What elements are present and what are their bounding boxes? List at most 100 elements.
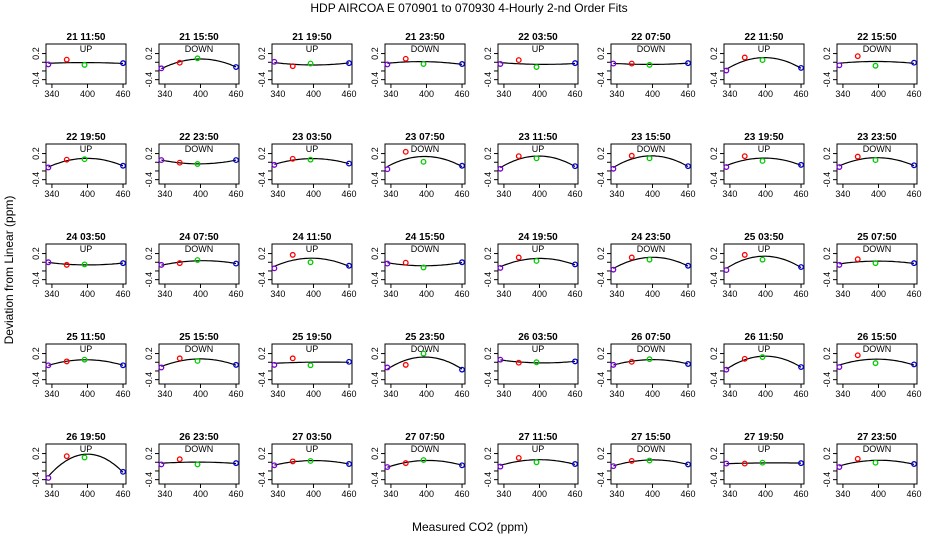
y-tick-label: 0.2	[483, 247, 493, 260]
x-tick-label: 460	[229, 389, 244, 399]
panel-title: 24 19:50	[518, 232, 558, 243]
x-tick-label: 340	[157, 389, 172, 399]
y-tick-label: -0.4	[596, 472, 606, 488]
y-tick-label: 0.2	[596, 47, 606, 60]
standard-point-3	[194, 161, 201, 167]
panel-title: 23 03:50	[292, 132, 332, 143]
panel-mode: DOWN	[863, 344, 892, 354]
x-tick-label: 400	[419, 89, 434, 99]
y-tick-label: 0.2	[709, 447, 719, 460]
standard-point-1	[384, 464, 391, 470]
standard-point-1	[497, 165, 504, 172]
panel-mode: UP	[532, 44, 545, 54]
x-tick-label: 400	[80, 189, 95, 199]
standard-point-2	[402, 259, 409, 266]
x-tick-label: 460	[116, 389, 131, 399]
standard-point-1	[497, 264, 504, 271]
standard-point-4	[685, 163, 691, 170]
panel-frame	[158, 343, 240, 385]
x-tick-label: 400	[645, 389, 660, 399]
panel-title: 27 15:50	[631, 432, 671, 443]
standard-point-1	[836, 62, 843, 69]
y-tick-label: -0.4	[596, 72, 606, 88]
x-tick-label: 400	[758, 389, 773, 399]
x-tick-label: 460	[681, 189, 696, 199]
panel-frame	[723, 43, 805, 85]
panel-frame	[158, 43, 240, 85]
panel-mode: UP	[306, 244, 319, 254]
x-tick-label: 400	[758, 189, 773, 199]
standard-point-2	[628, 254, 635, 261]
panel-title: 24 11:50	[293, 232, 332, 243]
standard-point-3	[646, 61, 653, 68]
y-tick-label: 0.2	[596, 247, 606, 260]
panel-mode: UP	[80, 144, 93, 154]
x-tick-label: 400	[193, 489, 208, 499]
x-tick-label: 400	[645, 89, 660, 99]
standard-point-4	[572, 358, 578, 365]
x-tick-label: 400	[871, 489, 886, 499]
panel-title: 23 19:50	[744, 132, 784, 143]
panel-title: 27 23:50	[857, 432, 897, 443]
standard-point-1	[610, 266, 617, 273]
y-tick-label: 0.2	[483, 47, 493, 60]
standard-point-2	[63, 261, 70, 268]
panel-title: 25 11:50	[67, 332, 106, 343]
fit-curve	[161, 58, 237, 70]
panel-title: 26 11:50	[745, 332, 784, 343]
standard-point-1	[45, 61, 52, 68]
x-tick-label: 340	[157, 89, 172, 99]
panel-frame	[497, 243, 579, 285]
panel-mode: UP	[80, 444, 93, 454]
y-tick-label: -0.4	[257, 172, 267, 188]
y-tick-label: -0.4	[257, 272, 267, 288]
y-tick-label: -0.4	[483, 372, 493, 388]
x-tick-label: 460	[568, 489, 583, 499]
panel-frame	[836, 143, 918, 185]
standard-point-1	[45, 259, 52, 266]
panel-title: 26 23:50	[179, 432, 219, 443]
fit-curve	[726, 355, 802, 370]
panel-title: 22 19:50	[66, 132, 106, 143]
fit-curve	[387, 155, 463, 168]
panel-mode: UP	[758, 144, 771, 154]
y-tick-label: -0.4	[822, 272, 832, 288]
standard-point-2	[176, 159, 183, 166]
standard-point-4	[346, 358, 352, 365]
y-tick-label: 0.2	[370, 47, 380, 60]
standard-point-2	[741, 460, 748, 467]
standard-point-3	[533, 258, 540, 264]
standard-point-1	[271, 265, 278, 272]
standard-point-1	[497, 463, 504, 470]
x-axis-label: Measured CO2 (ppm)	[412, 520, 528, 534]
y-tick-label: -0.4	[483, 272, 493, 288]
panel-frame	[45, 143, 127, 185]
x-tick-label: 400	[193, 289, 208, 299]
x-tick-label: 340	[44, 89, 59, 99]
standard-point-3	[533, 359, 540, 366]
x-tick-label: 400	[80, 289, 95, 299]
standard-point-1	[271, 161, 278, 168]
fit-curve	[613, 459, 689, 467]
panel-mode: DOWN	[637, 44, 666, 54]
x-tick-label: 460	[116, 89, 131, 99]
standard-point-2	[63, 156, 70, 163]
panel-title: 27 11:50	[519, 432, 558, 443]
x-tick-label: 340	[496, 389, 511, 399]
standard-point-2	[741, 355, 748, 362]
standard-point-1	[384, 61, 391, 68]
panel-frame	[836, 443, 918, 485]
panel-title: 27 03:50	[292, 432, 332, 443]
panel-mode: DOWN	[863, 144, 892, 154]
y-tick-label: -0.4	[709, 272, 719, 288]
x-tick-label: 400	[532, 189, 547, 199]
panel-title: 25 07:50	[857, 232, 897, 243]
